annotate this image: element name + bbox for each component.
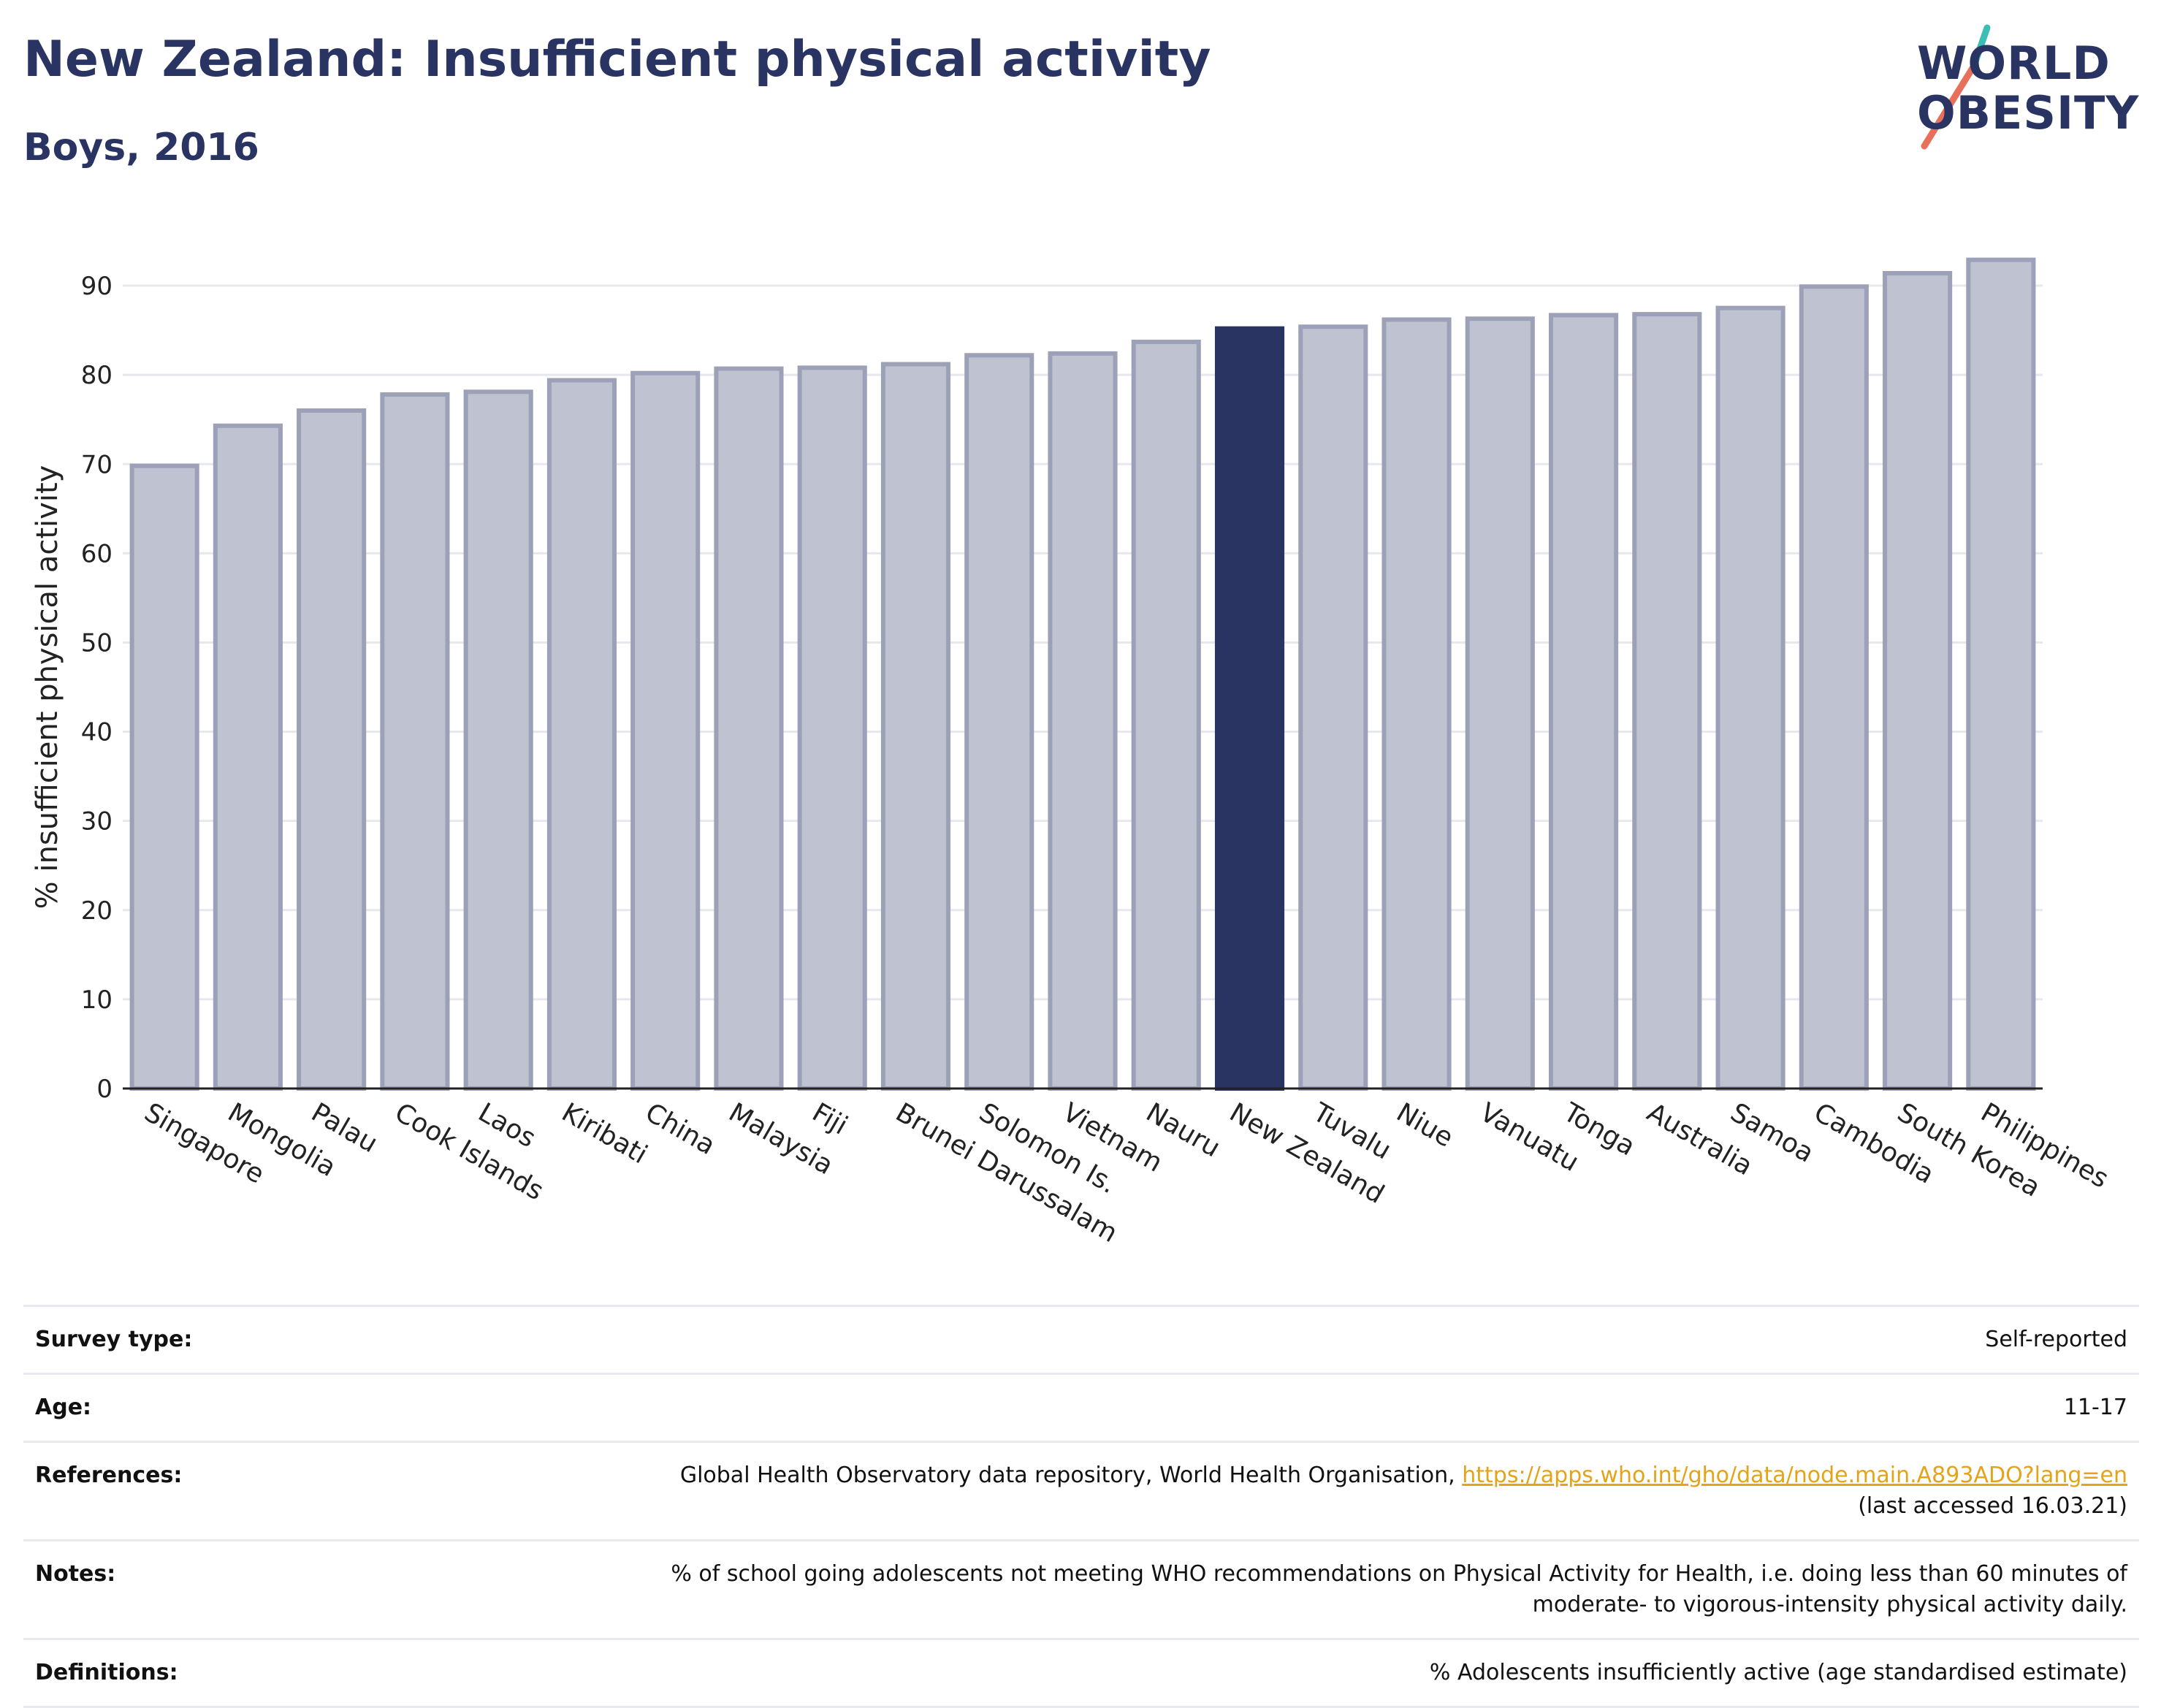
info-key: Survey type: [23, 1305, 354, 1374]
info-value: 11-17 [354, 1373, 2139, 1442]
reference-link[interactable]: https://apps.who.int/gho/data/node.main.… [1462, 1463, 2127, 1488]
y-tick-label: 90 [81, 272, 113, 301]
y-tick-labels: 0 10 20 30 40 50 60 70 80 90 [81, 272, 113, 1104]
bar-fiji [797, 365, 867, 1091]
info-row: Survey type: Self-reported [23, 1305, 2139, 1374]
info-row: Age: 11-17 [23, 1373, 2139, 1442]
bar-singapore [129, 463, 199, 1091]
x-tick-label: Fiji [807, 1097, 853, 1141]
info-value-text-continued: moderate- to vigorous-intensity physical… [1532, 1592, 2127, 1617]
x-tick-label: China [640, 1097, 720, 1161]
info-value-text: Global Health Observatory data repositor… [679, 1463, 1455, 1488]
y-tick-label: 50 [81, 628, 113, 657]
bars [129, 257, 2036, 1091]
info-key: Notes: [23, 1539, 354, 1639]
info-value: % Adolescents insufficiently active (age… [354, 1638, 2139, 1708]
info-key: Definitions: [23, 1638, 354, 1708]
x-tick-label: Kiribati [557, 1097, 652, 1170]
info-key: Age: [23, 1373, 354, 1442]
y-tick-label: 70 [81, 450, 113, 479]
bar-china [630, 370, 701, 1091]
chart-title: New Zealand: Insufficient physical activ… [23, 31, 1211, 88]
bar-new-zealand [1214, 326, 1285, 1091]
bar-vietnam [1048, 351, 1118, 1091]
logo-line-world: WORLD [1917, 37, 2111, 90]
info-row: Notes: % of school going adolescents not … [23, 1539, 2139, 1639]
y-tick-label: 30 [81, 807, 113, 836]
bar-cook-islands [380, 392, 450, 1091]
logo-slash-icon [1921, 24, 1991, 150]
bar-philippines [1966, 257, 2036, 1091]
bar-south-korea [1883, 270, 1953, 1091]
logo-line-obesity: OBESITY [1917, 86, 2140, 140]
world-obesity-logo: WORLD OBESITY [1907, 22, 2148, 153]
chart-subtitle: Boys, 2016 [23, 126, 259, 169]
y-tick-label: 0 [96, 1075, 113, 1104]
info-value-text: % of school going adolescents not meetin… [671, 1561, 2127, 1587]
bar-niue [1381, 317, 1452, 1091]
bar-australia [1632, 312, 1702, 1091]
bar-cambodia [1799, 284, 1869, 1091]
bar-kiribati [546, 378, 617, 1091]
bar-chart: 0 10 20 30 40 50 60 70 80 90 SingaporeMongoliaPal… [31, 257, 2114, 1248]
bar-vanuatu [1465, 316, 1535, 1091]
info-value-text: % Adolescents insufficiently active (age… [1429, 1660, 2127, 1685]
bar-tuvalu [1298, 324, 1368, 1091]
info-row: Definitions: % Adolescents insufficiently… [23, 1638, 2139, 1708]
bar-mongolia [213, 423, 283, 1091]
bar-brunei-darussalam [880, 362, 951, 1091]
info-value-text: 11-17 [2063, 1395, 2127, 1420]
info-value: Self-reported [354, 1305, 2139, 1374]
info-value: Global Health Observatory data repositor… [354, 1441, 2139, 1541]
y-axis-label: % insufficient physical activity [31, 465, 64, 910]
y-tick-label: 80 [81, 361, 113, 390]
y-tick-label: 20 [81, 896, 113, 926]
bar-malaysia [714, 366, 784, 1091]
y-tick-label: 60 [81, 539, 113, 568]
info-row: References: Global Health Observatory dat… [23, 1441, 2139, 1541]
bar-laos [463, 389, 533, 1091]
info-value: % of school going adolescents not meetin… [354, 1539, 2139, 1639]
bar-samoa [1715, 305, 1785, 1091]
x-tick-label: Niue [1392, 1097, 1458, 1153]
info-table: Survey type: Self-reported Age: 11-17 Refere… [23, 1305, 2139, 1708]
bar-solomon-is [964, 353, 1034, 1091]
bar-tonga [1549, 313, 1619, 1091]
bar-palau [297, 408, 367, 1091]
bar-nauru [1131, 339, 1201, 1091]
y-tick-label: 40 [81, 718, 113, 747]
info-value-text: Self-reported [1985, 1327, 2127, 1352]
info-key: References: [23, 1441, 354, 1541]
y-tick-label: 10 [81, 985, 113, 1015]
info-value-text-continued: (last accessed 16.03.21) [1858, 1493, 2127, 1519]
